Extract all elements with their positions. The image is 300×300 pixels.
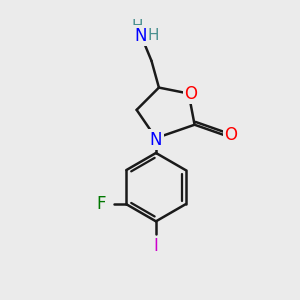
Text: H: H [132,19,143,34]
Text: N: N [150,130,162,148]
Text: H: H [148,28,159,43]
Text: I: I [154,237,158,255]
Text: O: O [184,85,197,103]
Text: F: F [97,195,106,213]
Text: O: O [224,126,237,144]
Text: N: N [135,27,147,45]
